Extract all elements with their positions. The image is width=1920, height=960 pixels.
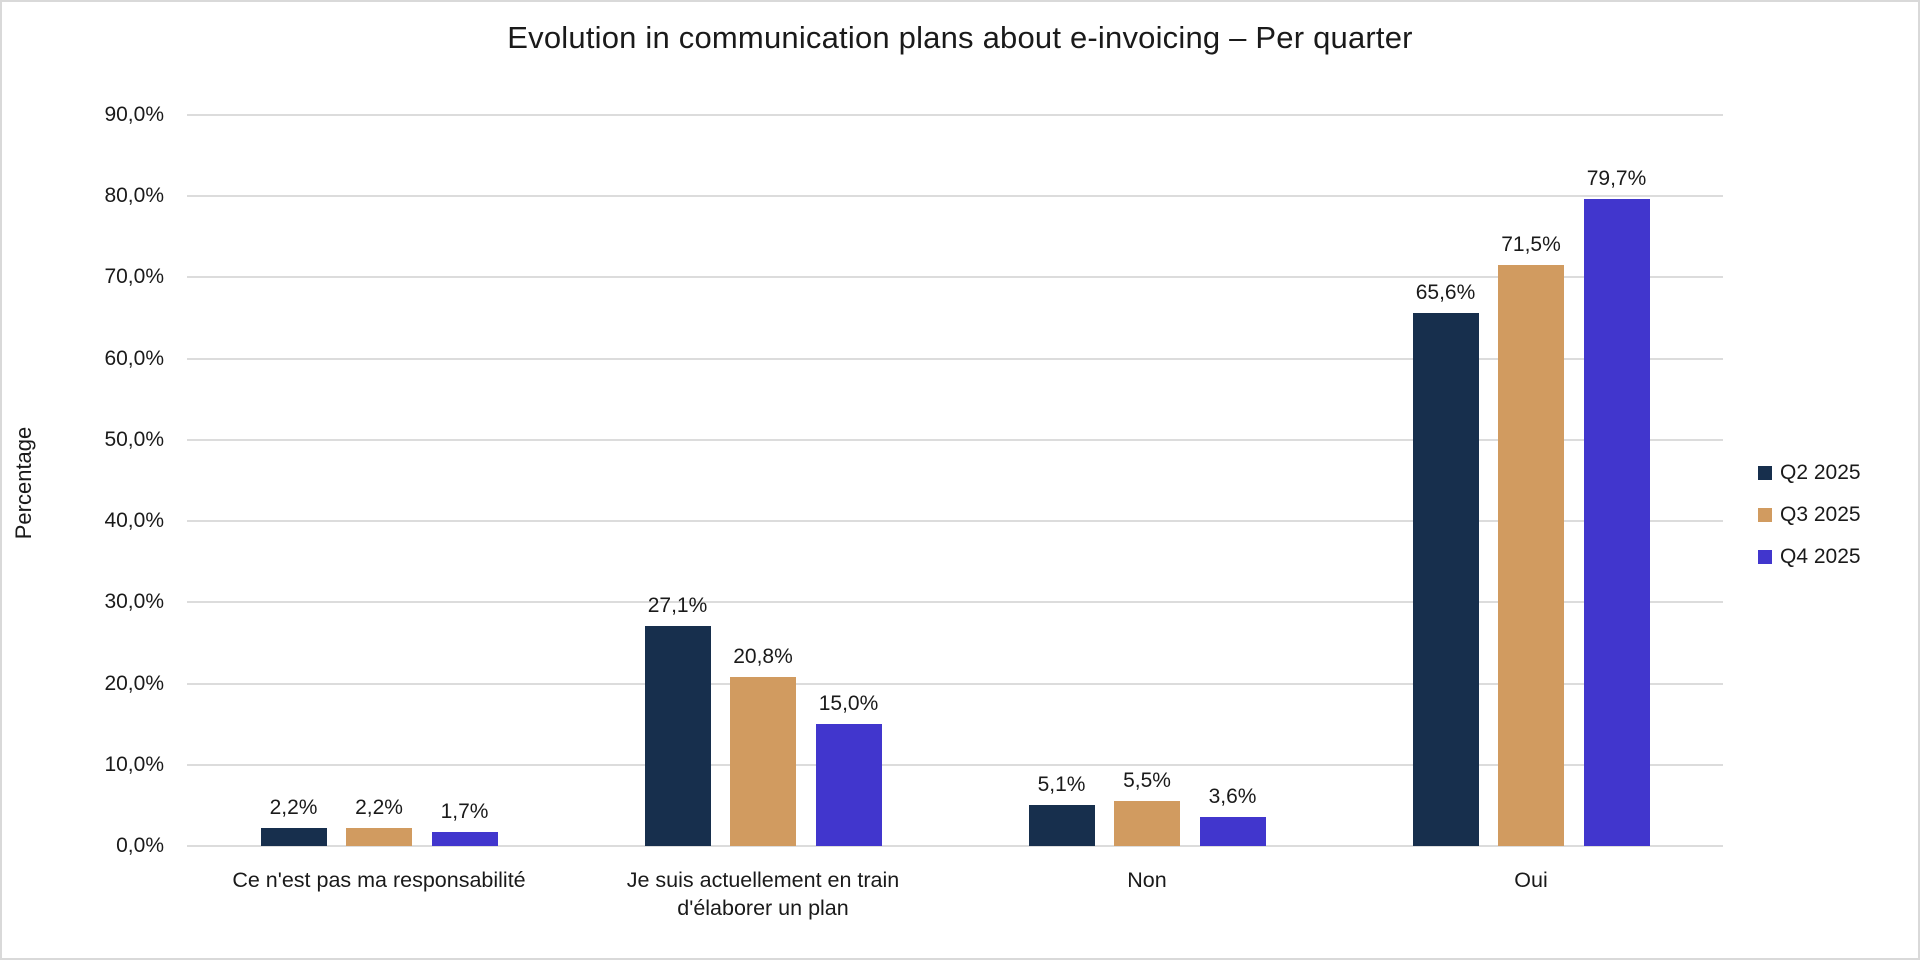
- bar-value-label: 2,2%: [269, 796, 318, 820]
- bar-value-label: 3,6%: [1208, 784, 1257, 808]
- bar-value-label: 79,7%: [1586, 166, 1647, 190]
- bar-q2-2025-cat3: [1412, 313, 1479, 846]
- bar-value-label: 1,7%: [440, 800, 489, 824]
- legend-label: Q4 2025: [1780, 545, 1861, 568]
- y-tick-label-40: 40,0%: [104, 509, 164, 533]
- y-tick-label-30: 30,0%: [104, 590, 164, 614]
- gridline-60: [187, 357, 1723, 360]
- bar-value-label: 15,0%: [818, 692, 879, 716]
- legend-item-q4-2025: Q4 2025: [1758, 536, 1861, 578]
- legend-label: Q3 2025: [1780, 503, 1861, 526]
- bar-q4-2025-cat3: [1583, 198, 1650, 846]
- gridline-40: [187, 520, 1723, 523]
- x-category-label-1: Je suis actuellement en train d'élaborer …: [626, 868, 900, 920]
- bar-q3-2025-cat1: [730, 677, 796, 846]
- gridline-0: [187, 845, 1723, 847]
- bar-value-label: 71,5%: [1501, 233, 1561, 257]
- y-tick-label-70: 70,0%: [104, 265, 164, 289]
- bar-value-label: 20,8%: [733, 645, 793, 669]
- legend-swatch-icon: [1758, 550, 1772, 564]
- y-tick-label-20: 20,0%: [104, 671, 164, 695]
- y-tick-label-80: 80,0%: [104, 184, 164, 208]
- y-tick-label-60: 60,0%: [104, 346, 164, 370]
- gridline-50: [187, 438, 1723, 441]
- gridline-90: [187, 114, 1723, 116]
- bar-q2-2025-cat0: [260, 828, 327, 846]
- gridline-70: [187, 276, 1723, 279]
- bar-q2-2025-cat1: [644, 625, 711, 846]
- legend-swatch-icon: [1758, 508, 1772, 522]
- y-axis-title: Percentage: [11, 426, 36, 540]
- legend-label: Q2 2025: [1780, 461, 1861, 484]
- bar-q4-2025-cat1: [815, 724, 882, 846]
- bar-q3-2025-cat0: [346, 828, 412, 846]
- bar-value-label: 5,5%: [1123, 769, 1171, 793]
- bar-value-label: 2,2%: [355, 796, 403, 820]
- gridline-10: [187, 763, 1723, 766]
- chart-title: Evolution in communication plans about e…: [507, 20, 1413, 55]
- x-category-label-3: Oui: [1514, 868, 1548, 892]
- bar-value-label: 65,6%: [1415, 281, 1476, 305]
- gridline-30: [187, 601, 1723, 604]
- x-category-label-2: Non: [1127, 868, 1167, 892]
- y-tick-label-10: 10,0%: [104, 752, 164, 776]
- bar-q2-2025-cat2: [1028, 804, 1095, 846]
- legend-item-q2-2025: Q2 2025: [1758, 452, 1861, 494]
- legend: Q2 2025 Q3 2025 Q4 2025: [1758, 452, 1861, 578]
- bar-q4-2025-cat2: [1199, 816, 1266, 846]
- legend-item-q3-2025: Q3 2025: [1758, 494, 1861, 536]
- bar-q3-2025-cat2: [1114, 801, 1180, 846]
- y-tick-label-0: 0,0%: [116, 834, 164, 857]
- bar-value-label: 27,1%: [647, 593, 708, 617]
- gridline-80: [187, 195, 1723, 198]
- bar-q3-2025-cat3: [1498, 265, 1564, 846]
- legend-swatch-icon: [1758, 466, 1772, 480]
- gridline-20: [187, 682, 1723, 685]
- bar-q4-2025-cat0: [431, 832, 498, 846]
- y-tick-label-50: 50,0%: [104, 427, 164, 451]
- y-tick-label-90: 90,0%: [104, 103, 164, 126]
- bar-value-label: 5,1%: [1037, 772, 1086, 796]
- x-category-label-0: Ce n'est pas ma responsabilité: [232, 868, 526, 892]
